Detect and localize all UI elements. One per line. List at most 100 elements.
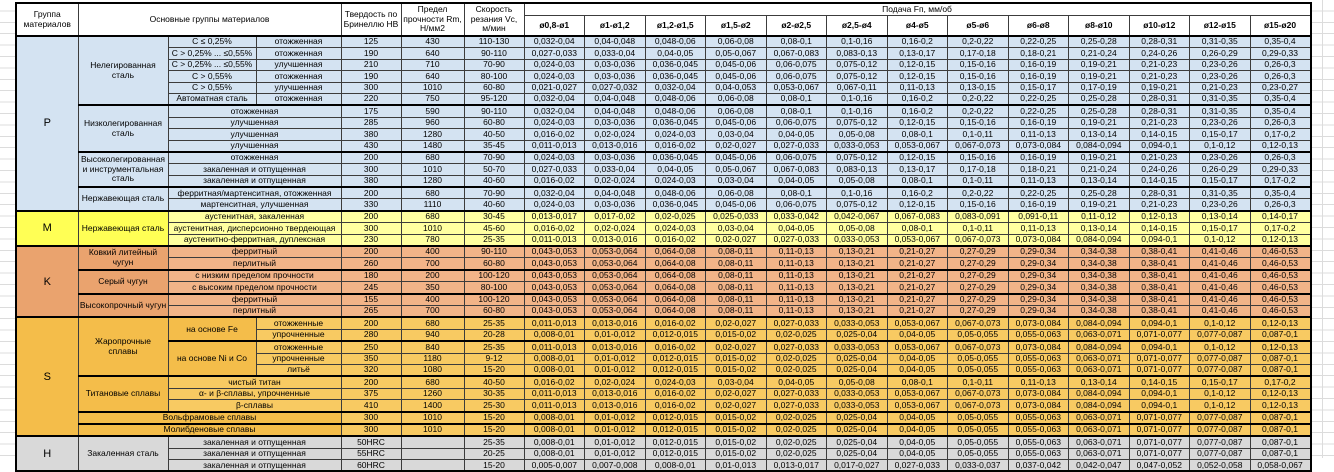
cell-feed: 0,41-0,46 (1189, 257, 1251, 271)
cell-feed: 0,08-0,1 (765, 92, 827, 106)
cell-feed: 0,11-0,12 (1068, 209, 1130, 224)
cell-feed: 0,033-0,037 (947, 459, 1009, 472)
cell-feed: 0,06-0,08 (705, 35, 767, 49)
cell-feed: 0,02-0,025 (644, 209, 706, 224)
cell-feed: 0,06-0,08 (705, 186, 767, 200)
cell-feed: 0,21-0,23 (1128, 58, 1190, 72)
cell-feed: 0,016-0,02 (644, 316, 706, 330)
cell-condition: аустенитно-ферритная, дуплексная (167, 233, 342, 247)
cell-feed: 0,12-0,15 (886, 150, 948, 165)
cell-feed: 0,1-0,12 (1189, 340, 1251, 354)
group-letter: S (15, 316, 79, 437)
cell-feed: 0,013-0,016 (584, 233, 646, 247)
material-subgroup-label: на основе Ni и Co (167, 340, 257, 377)
cell-strength: 940 (400, 328, 465, 342)
cell-feed: 0,29-0,34 (1007, 245, 1069, 259)
cell-feed: 0,015-0,02 (705, 352, 767, 365)
cell-feed: 0,016-0,02 (523, 128, 585, 141)
cell-feed: 0,043-0,053 (523, 257, 585, 271)
cell-feed: 0,067-0,073 (947, 340, 1009, 354)
cell-subtype: C > 0,25% ... ≤0,55% (167, 58, 257, 72)
cell-feed: 0,025-0,04 (826, 410, 888, 425)
material-row: закаленная и отпущенная 60HRC 15-20 0,005-0… (16, 459, 1312, 472)
material-family-label: Нержавеющая сталь (77, 209, 169, 247)
cell-feed: 0,05-0,055 (947, 435, 1009, 449)
cell-feed: 0,12-0,13 (1249, 316, 1312, 330)
cell-feed: 0,071-0,077 (1128, 422, 1190, 437)
cell-feed: 0,047-0,052 (1128, 459, 1190, 472)
cell-feed: 0,15-0,17 (1189, 375, 1251, 389)
cell-strength: 680 (400, 150, 465, 165)
cell-condition: улучшенная (167, 139, 342, 153)
cell-feed: 0,024-0,03 (523, 58, 585, 72)
cell-feed: 0,027-0,033 (523, 47, 585, 60)
cell-hardness: 330 (340, 198, 402, 212)
cell-feed: 0,016-0,02 (523, 375, 585, 389)
cell-feed: 0,04-0,05 (886, 328, 948, 342)
cell-feed: 0,015-0,02 (705, 363, 767, 377)
cutting-feed-table: Группа материалов Основные группы матери… (15, 2, 1312, 472)
cell-feed: 0,19-0,21 (1068, 198, 1130, 212)
cell-feed: 0,024-0,03 (644, 375, 706, 389)
cell-feed: 0,02-0,024 (584, 375, 646, 389)
cell-feed: 0,013-0,016 (584, 399, 646, 412)
cell-feed: 0,31-0,35 (1189, 186, 1251, 200)
cell-feed: 0,048-0,06 (644, 92, 706, 106)
cell-condition: отожженная (255, 92, 342, 106)
cell-feed: 0,16-0,19 (1007, 116, 1069, 130)
cell-feed: 0,18-0,21 (1007, 47, 1069, 60)
cell-feed: 0,41-0,46 (1189, 281, 1251, 295)
cell-feed: 0,055-0,063 (1007, 328, 1069, 342)
cell-feed: 0,19-0,21 (1068, 70, 1130, 83)
cell-strength: 590 (400, 104, 465, 118)
cell-feed: 0,008-0,01 (523, 435, 585, 449)
spreadsheet-left-margin (0, 0, 15, 458)
material-row: C > 0,55% улучшенная 300 1010 60-80 0,021-0,0… (16, 81, 1312, 94)
cell-feed: 0,04-0,048 (584, 186, 646, 200)
cell-feed: 0,16-0,2 (886, 35, 948, 49)
cell-feed: 0,053-0,067 (886, 340, 948, 354)
cell-feed: 0,04-0,05 (886, 422, 948, 437)
cell-feed: 0,016-0,02 (644, 233, 706, 247)
cell-feed: 0,14-0,15 (1128, 222, 1190, 235)
cell-feed: 0,05-0,055 (947, 352, 1009, 365)
cell-feed: 0,23-0,26 (1189, 198, 1251, 212)
cell-hardness: 350 (340, 352, 402, 365)
cell-feed: 0,25-0,28 (1068, 35, 1130, 49)
cell-feed: 0,13-0,14 (1068, 222, 1130, 235)
cell-feed: 0,016-0,02 (523, 174, 585, 188)
cell-feed: 0,053-0,067 (886, 387, 948, 401)
material-family-label: Молибденовые сплавы (77, 422, 342, 437)
cell-feed: 0,03-0,036 (584, 198, 646, 212)
header-feed-diameter: ø4-ø5 (886, 15, 948, 37)
material-row: закаленная и отпущенная 300 1010 50-70 0,027… (16, 163, 1312, 176)
cell-feed: 0,04-0,05 (765, 174, 827, 188)
cell-feed: 0,02-0,025 (765, 363, 827, 377)
cell-feed: 0,12-0,15 (886, 116, 948, 130)
header-feed-diameter: ø12-ø15 (1189, 15, 1251, 37)
cell-feed: 0,02-0,025 (765, 422, 827, 437)
cell-strength: 1080 (400, 363, 465, 377)
header-feed-super: Подача Fп, мм/об (523, 2, 1312, 16)
cell-feed: 0,03-0,04 (705, 174, 767, 188)
cell-feed: 0,08-0,1 (765, 35, 827, 49)
cell-strength: 1180 (400, 352, 465, 365)
cell-feed: 0,15-0,16 (947, 198, 1009, 212)
cell-feed: 0,043-0,053 (523, 268, 585, 283)
cell-feed: 0,052-0,058 (1189, 459, 1251, 472)
cell-feed: 0,38-0,41 (1128, 304, 1190, 318)
table-header: Группа материалов Основные группы матери… (15, 2, 1312, 37)
cell-feed: 0,087-0,1 (1249, 410, 1312, 425)
cell-feed: 0,41-0,46 (1189, 245, 1251, 259)
cell-feed: 0,27-0,29 (947, 304, 1009, 318)
cell-feed: 0,058-0,067 (1249, 459, 1312, 472)
material-row: Высоколегированная и инструментальная ст… (16, 150, 1312, 188)
cell-condition: аустенитная, закаленная (167, 209, 342, 224)
cell-strength: 680 (400, 186, 465, 200)
cell-feed: 0,055-0,063 (1007, 435, 1069, 449)
cell-feed: 0,08-0,1 (886, 128, 948, 141)
cell-feed: 0,032-0,04 (523, 92, 585, 106)
cell-feed: 0,13-0,14 (1068, 174, 1130, 188)
cell-feed: 0,27-0,29 (947, 268, 1009, 283)
cell-feed: 0,04-0,05 (644, 163, 706, 176)
